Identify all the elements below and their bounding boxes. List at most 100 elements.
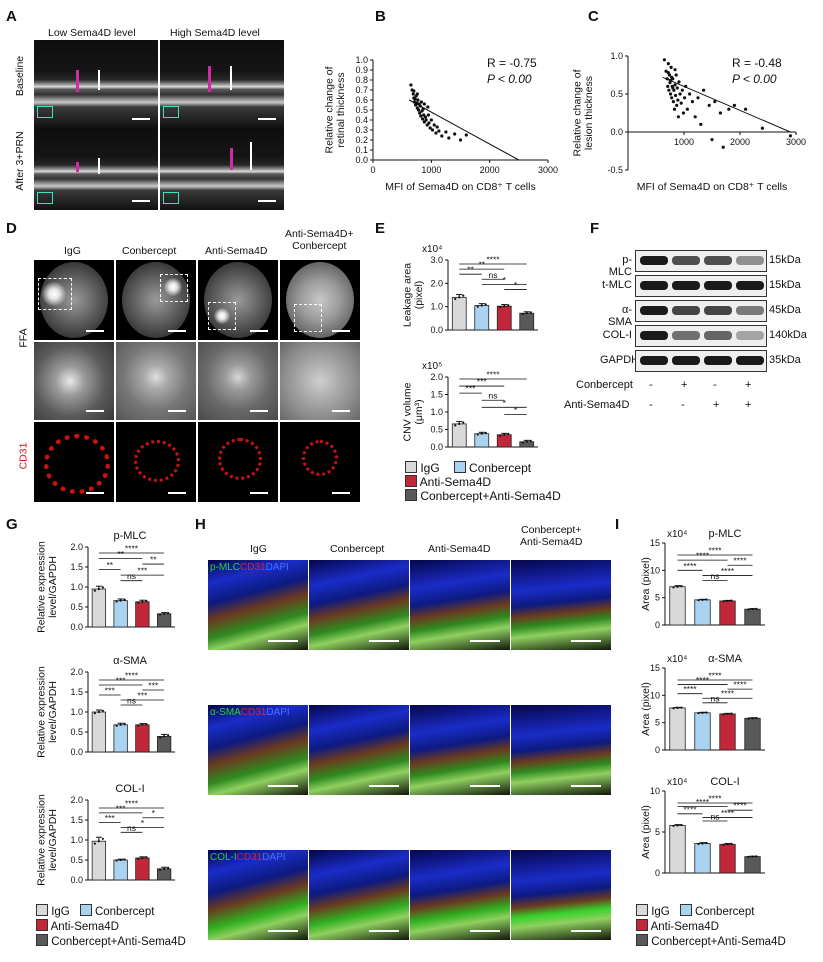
data-point	[672, 107, 677, 111]
legend-g-antisema4d: Anti-Sema4D	[36, 919, 206, 934]
scale-label: x10⁴	[422, 244, 442, 255]
sig-label: **	[106, 560, 113, 570]
panel-label-a: A	[6, 8, 17, 25]
legend-e-conbercept: Conbercept	[453, 461, 531, 475]
wb-treatment-sign: +	[681, 379, 688, 391]
replicate-dot	[701, 842, 704, 845]
bar	[451, 296, 467, 331]
bar-chart-g-asma: 0.00.51.01.52.0 ******* ****** ***nsα-SMARe…	[35, 655, 175, 758]
sig-label: **	[150, 555, 157, 565]
panel-label-h: H	[195, 516, 206, 533]
replicate-dot	[167, 866, 170, 869]
x-tick-label: 1000	[421, 165, 441, 175]
fluorescence-image	[511, 850, 611, 940]
stain-label-part: DAPI	[262, 852, 286, 863]
bar-chart-g-pmlc: 0.00.51.01.52.0 *************nsp-MLCRelat…	[35, 530, 175, 633]
y-tick-label: 5	[655, 827, 660, 837]
sig-label: **	[467, 265, 474, 275]
sig-label: ns	[711, 571, 720, 581]
replicate-dot	[503, 305, 506, 308]
bar	[451, 423, 467, 448]
wb-strip	[635, 300, 767, 322]
legend-i: IgG Conbercept Anti-Sema4D Conbercept+An…	[636, 904, 822, 949]
sig-label: ***	[105, 813, 116, 823]
trend-line	[662, 76, 791, 133]
replicate-dot	[115, 600, 118, 603]
y-tick-label: 1.0	[70, 835, 83, 845]
legend-i-combo: Conbercept+Anti-Sema4D	[636, 934, 822, 949]
replicate-dot	[167, 734, 170, 737]
y-axis-label-line: Relative expression	[35, 541, 47, 633]
ffa-zoom-igg	[34, 342, 114, 420]
sig-label: ***	[105, 686, 116, 696]
y-tick-label: 5	[655, 718, 660, 728]
legend-e-antisema4d: Anti-Sema4D	[405, 475, 585, 489]
data-point	[458, 138, 463, 142]
panelD-col-conbercept: Conbercept	[122, 245, 177, 257]
data-point	[419, 114, 423, 118]
replicate-dot	[115, 724, 118, 727]
replicate-dot	[499, 434, 502, 437]
sig-label: ***	[137, 691, 148, 701]
replicate-dot	[672, 824, 675, 828]
data-point	[677, 80, 681, 84]
scale-bar	[470, 930, 500, 932]
replicate-dot	[167, 611, 170, 615]
bar	[135, 601, 150, 628]
panelA-row-label-baseline: Baseline	[14, 55, 26, 97]
replicate-dot	[137, 857, 140, 860]
data-point	[424, 118, 428, 122]
wb-treatment-sign: -	[649, 379, 653, 391]
cd31-image-combo	[280, 422, 360, 502]
y-axis-label-line: (pixel)	[413, 281, 425, 310]
data-point	[713, 100, 717, 104]
oct-image-low-baseline	[34, 40, 158, 128]
panelD-col-igg: IgG	[64, 245, 81, 257]
replicate-dot	[480, 304, 483, 307]
wb-treatment-sign: +	[713, 399, 720, 411]
replicate-dot	[115, 859, 118, 862]
bar	[135, 724, 150, 753]
y-tick-label: 15	[650, 663, 660, 673]
y-tick-label: 5	[655, 593, 660, 603]
data-point	[437, 129, 441, 133]
data-point	[668, 92, 673, 96]
stain-label-part: DAPI	[265, 562, 289, 573]
y-axis-label: Relative change of retinal thickness	[323, 66, 347, 153]
data-point	[427, 121, 431, 125]
y-tick-label: 2.0	[70, 795, 83, 805]
legend-g: IgG Conbercept Anti-Sema4D Conbercept+An…	[36, 904, 206, 949]
fluorescence-image	[309, 560, 409, 650]
y-tick-label: 0.5	[430, 425, 443, 435]
stain-label: p-MLCCD31DAPI	[210, 562, 289, 573]
replicate-dot	[137, 601, 140, 604]
replicate-dot	[726, 599, 729, 603]
data-point	[671, 100, 675, 104]
y-axis-label-line: (μm³)	[413, 399, 425, 424]
sig-label: ****	[683, 804, 697, 814]
wb-band	[736, 256, 764, 265]
sig-label: **	[117, 549, 124, 559]
replicate-dot	[145, 599, 148, 602]
sig-label: ns	[489, 391, 498, 401]
ffa-zoom-combo	[280, 342, 360, 420]
bar	[91, 711, 107, 753]
y-axis-label-line: Leakage area	[401, 263, 413, 327]
data-point	[699, 122, 703, 126]
sig-label: ****	[486, 370, 500, 380]
stain-label: COL-ICD31DAPI	[210, 852, 286, 863]
x-axis-label: MFI of Sema4D on CD8⁺ T cells	[385, 181, 535, 193]
replicate-dot	[747, 855, 750, 858]
scatter-chart-b: 0.00.10.20.30.40.50.60.70.80.91.0 0 1000 20…	[323, 55, 558, 193]
data-point	[428, 126, 432, 130]
replicate-dot	[123, 722, 126, 725]
panelA-col-header-low: Low Sema4D level	[48, 27, 136, 39]
replicate-dot	[705, 598, 708, 601]
replicate-dot	[159, 868, 162, 871]
sig-label: *	[503, 398, 507, 408]
fluorescence-image	[208, 850, 308, 940]
panelH-col-conbercept: Conbercept	[330, 543, 385, 555]
sig-label: ****	[708, 794, 722, 804]
wb-band	[672, 356, 700, 365]
